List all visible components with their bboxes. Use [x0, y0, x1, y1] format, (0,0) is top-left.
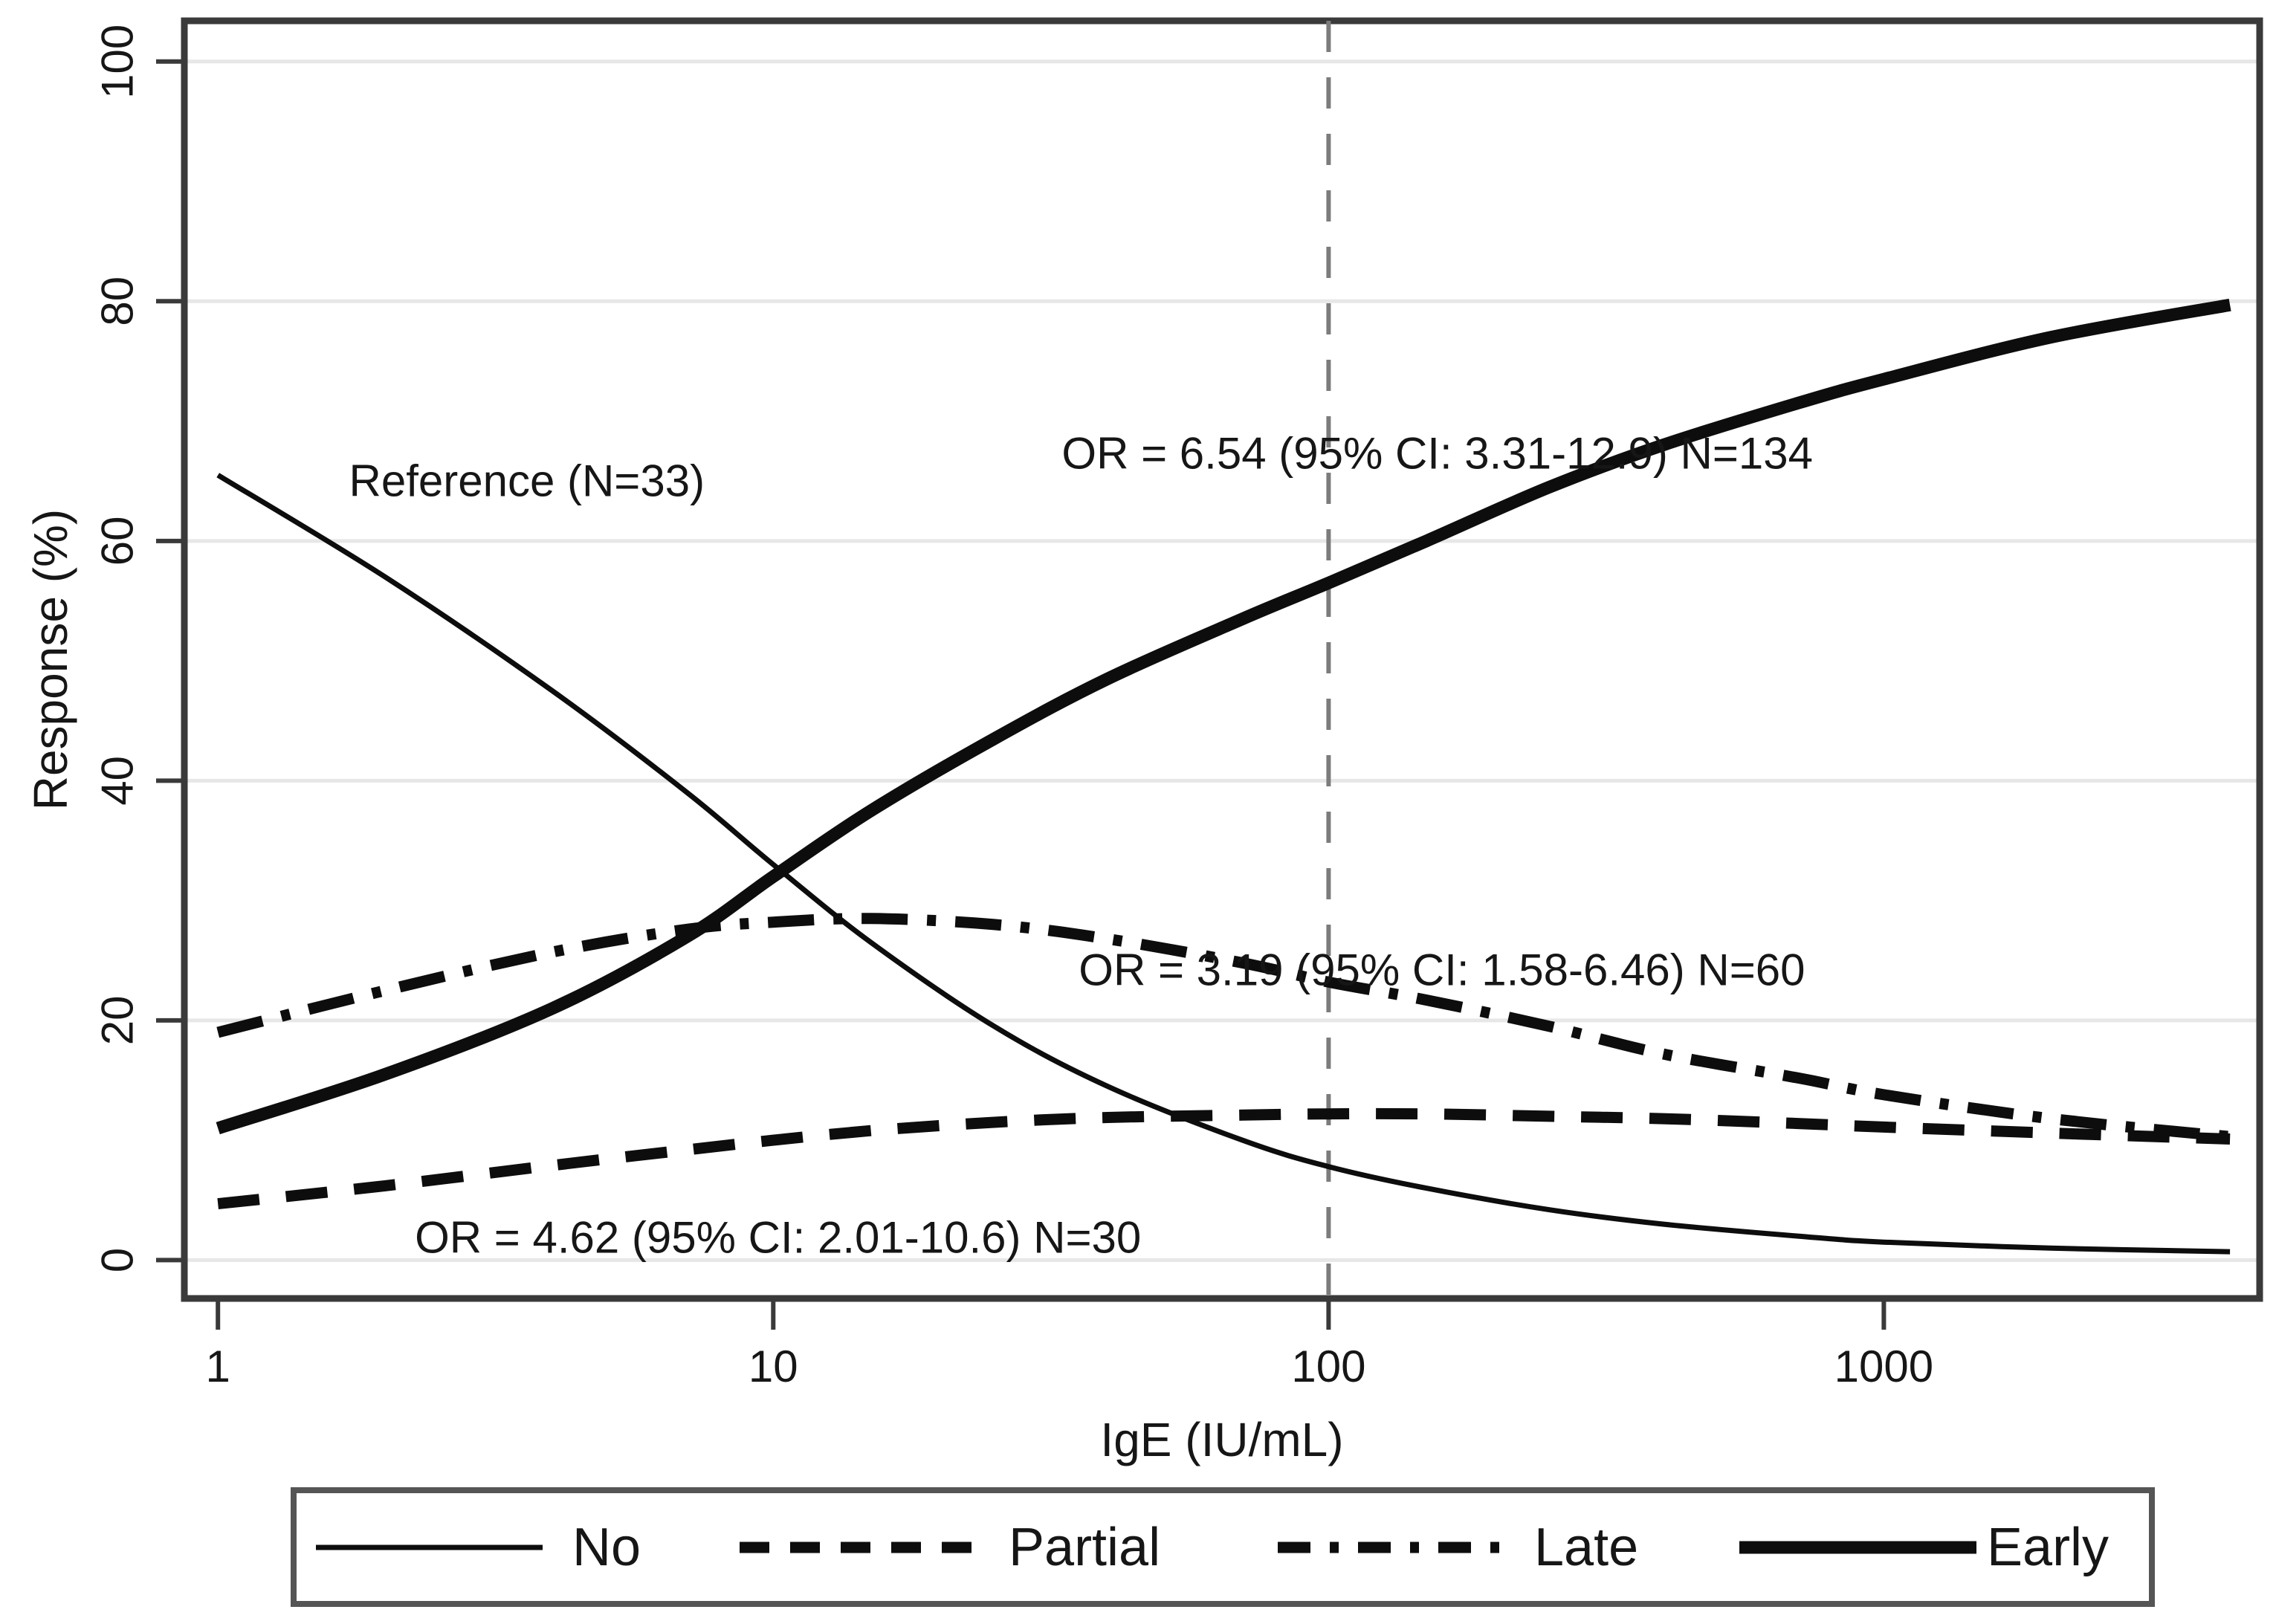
legend-label-early: Early	[1987, 1518, 2109, 1577]
legend-label-late: Late	[1534, 1518, 1638, 1577]
x-tick-label-100: 100	[1291, 1342, 1365, 1391]
plot-frame	[181, 17, 2263, 1302]
x-tick-label-1000: 1000	[1834, 1342, 1933, 1391]
y-tick-label-100: 100	[93, 25, 143, 99]
annotation-reference: Reference (N=33)	[349, 456, 705, 506]
x-axis-title: IgE (IU/mL)	[1100, 1413, 1343, 1466]
y-tick-label-0: 0	[93, 1248, 143, 1272]
series-partial-line	[217, 1107, 2231, 1210]
y-tick-label-80: 80	[93, 276, 143, 326]
y-tick-label-40: 40	[93, 756, 143, 806]
series-late-line	[216, 913, 2231, 1142]
annotation-or-early: OR = 6.54 (95% CI: 3.31-12.9) N=134	[1061, 429, 1813, 479]
annotation-or-late: OR = 3.19 (95% CI: 1.58-6.46) N=60	[1079, 945, 1805, 995]
annotation-or-partial: OR = 4.62 (95% CI: 2.01-10.6) N=30	[415, 1212, 1141, 1262]
x-tick-label-10: 10	[749, 1342, 798, 1391]
series-no-line	[216, 473, 2231, 1255]
y-tick-label-60: 60	[93, 517, 143, 566]
y-tick-label-20: 20	[93, 996, 143, 1046]
x-tick-label-1: 1	[206, 1342, 230, 1391]
series-early-line	[216, 298, 2231, 1135]
y-axis-title: Response (%)	[24, 509, 77, 811]
legend-label-partial: Partial	[1009, 1518, 1160, 1577]
legend-label-no: No	[572, 1518, 641, 1577]
